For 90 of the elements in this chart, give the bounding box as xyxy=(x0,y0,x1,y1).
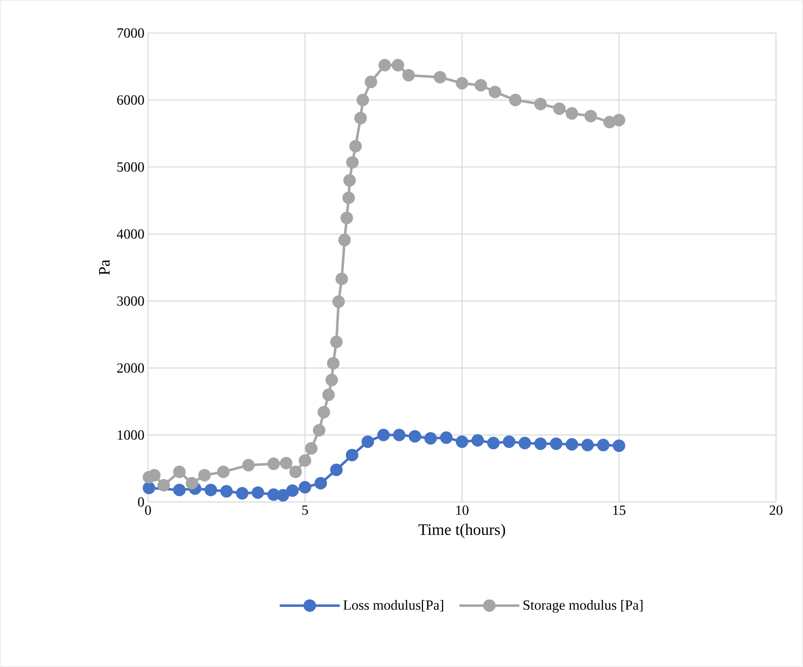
point xyxy=(566,107,578,120)
point xyxy=(330,464,343,476)
point xyxy=(322,388,335,402)
point xyxy=(314,476,327,490)
point xyxy=(356,94,370,106)
x-tick-label: 10 xyxy=(456,506,468,515)
point xyxy=(603,116,616,128)
point xyxy=(340,212,354,224)
point xyxy=(204,484,218,496)
point xyxy=(335,272,348,286)
y-tick-label: 3000 xyxy=(117,296,144,306)
point xyxy=(305,442,318,455)
y-tick-label: 6000 xyxy=(117,95,144,105)
point xyxy=(242,458,255,472)
x-tick-label: 0 xyxy=(145,506,151,515)
point xyxy=(327,357,340,370)
point xyxy=(289,466,302,478)
y-tick-label: 1000 xyxy=(118,430,144,440)
point xyxy=(346,448,358,462)
point xyxy=(349,140,362,152)
point xyxy=(566,438,578,451)
point xyxy=(298,481,312,494)
point xyxy=(362,435,374,448)
point xyxy=(553,102,566,115)
point xyxy=(148,468,161,482)
point xyxy=(612,439,626,452)
point xyxy=(474,79,488,92)
point xyxy=(402,68,415,82)
point xyxy=(456,77,468,90)
x-tick-label: 15 xyxy=(613,506,626,515)
point xyxy=(220,485,233,498)
point xyxy=(142,482,156,494)
point xyxy=(342,192,355,204)
point xyxy=(440,431,453,444)
point xyxy=(502,435,516,448)
point xyxy=(298,454,312,467)
point xyxy=(217,466,230,478)
point xyxy=(280,456,292,470)
point xyxy=(364,76,378,88)
point xyxy=(581,438,594,452)
point xyxy=(346,156,359,169)
y-tick-label: 7000 xyxy=(118,28,144,38)
point xyxy=(330,336,343,348)
point xyxy=(173,484,186,496)
point xyxy=(186,476,198,490)
x-tick-label: 20 xyxy=(770,506,782,515)
point xyxy=(286,484,299,497)
point xyxy=(597,438,610,452)
point xyxy=(198,468,211,482)
point xyxy=(487,436,500,450)
legend-label: Loss modulus[Pa] xyxy=(343,600,444,612)
point xyxy=(392,428,406,442)
x-tick-label: 5 xyxy=(302,506,308,515)
point xyxy=(354,112,367,124)
point xyxy=(534,98,547,110)
point xyxy=(392,58,404,72)
point xyxy=(424,432,437,445)
point xyxy=(252,486,264,499)
point xyxy=(534,437,547,450)
point xyxy=(325,374,338,386)
point xyxy=(343,174,356,187)
point xyxy=(434,70,446,84)
x-axis-title: Time t(hours) xyxy=(418,524,506,538)
point xyxy=(584,110,597,122)
point xyxy=(157,479,170,492)
point xyxy=(456,435,468,448)
point xyxy=(338,234,351,246)
y-tick-label: 0 xyxy=(138,497,144,507)
point xyxy=(318,406,330,418)
point xyxy=(267,458,280,470)
point xyxy=(488,86,502,98)
point xyxy=(518,436,532,450)
point xyxy=(612,114,626,126)
point xyxy=(471,434,484,447)
y-tick-label: 5000 xyxy=(117,162,144,172)
y-tick-label: 4000 xyxy=(116,229,144,239)
point xyxy=(332,295,345,308)
point xyxy=(408,430,422,443)
point xyxy=(312,424,326,437)
legend-label: Storage modulus [Pa] xyxy=(524,600,642,613)
point xyxy=(377,428,390,442)
point xyxy=(509,94,522,106)
point xyxy=(173,466,186,478)
point xyxy=(378,58,392,72)
point xyxy=(550,437,562,450)
point xyxy=(236,487,248,500)
point xyxy=(267,488,280,501)
y-axis-title: Pa xyxy=(99,260,110,276)
point xyxy=(276,489,290,502)
y-tick-label: 2000 xyxy=(117,363,144,373)
